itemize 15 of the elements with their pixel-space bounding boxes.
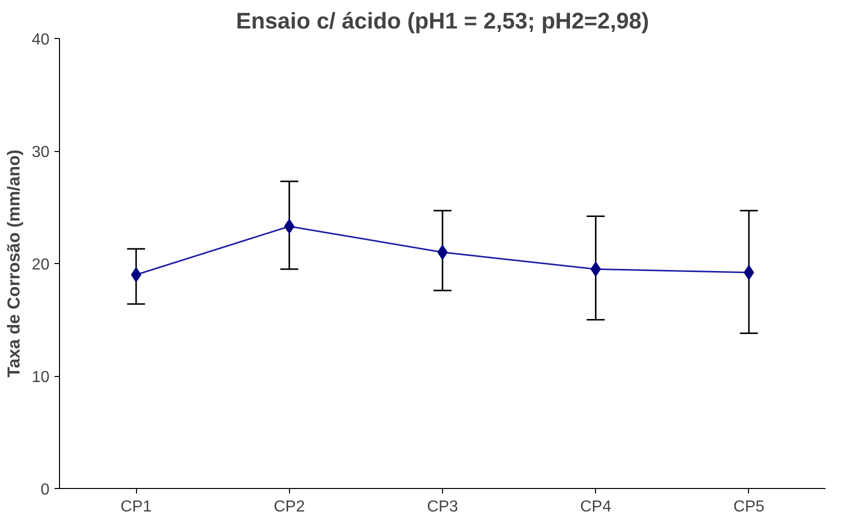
y-tick-label: 0	[40, 482, 50, 498]
point	[437, 244, 448, 260]
y-tick-label: 20	[32, 256, 50, 274]
y-tick-label: 30	[32, 144, 50, 161]
x-tick-label: CP1	[120, 498, 152, 516]
y-tick-label: 10	[32, 369, 50, 386]
y-axis-title: Taxa de Corrosão (mm/ano)	[4, 150, 24, 378]
x-tick-label: CP4	[580, 498, 612, 516]
chart-title: Ensaio c/ ácido (pH1 = 2,53; pH2=2,98)	[236, 8, 650, 34]
point	[130, 267, 142, 282]
x-tick-label: CP2	[274, 498, 305, 516]
point	[744, 265, 754, 280]
y-tick-label: 40	[32, 32, 50, 48]
x-tick-label: CP3	[426, 498, 458, 516]
x-tick-label: CP5	[733, 498, 765, 516]
